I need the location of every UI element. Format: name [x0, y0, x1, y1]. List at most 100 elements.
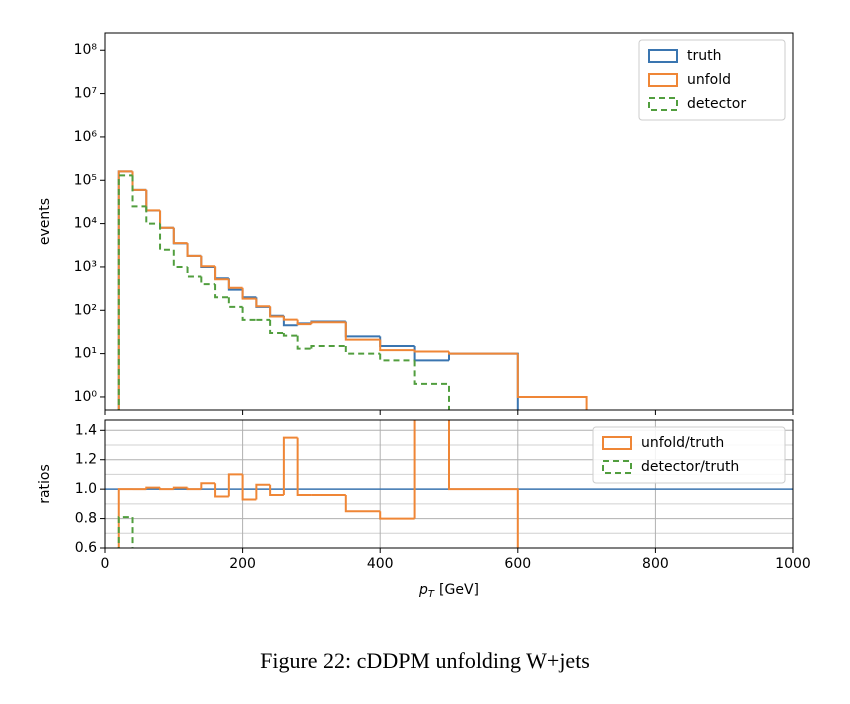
y-tick-label: 10⁷: [74, 86, 97, 102]
histogram-step: [344, 321, 381, 338]
histogram-step: [413, 345, 449, 362]
histogram-step: [159, 487, 174, 491]
histogram-step: [131, 175, 147, 208]
x-tick-label: 600: [504, 556, 531, 572]
legend-label: unfold/truth: [641, 435, 724, 451]
histogram-step: [256, 563, 270, 592]
legend-swatch: [602, 436, 632, 450]
histogram-step: [186, 266, 202, 278]
y-tick-label: 0.8: [75, 511, 97, 527]
histogram-step: [117, 170, 133, 410]
histogram-step: [413, 420, 416, 519]
y-tick-label: 10²: [74, 302, 97, 318]
x-tick-label: 0: [101, 556, 110, 572]
legend-box: [638, 39, 786, 121]
y-tick-label: 10⁶: [74, 129, 98, 145]
legend-label: truth: [687, 48, 721, 64]
legend-swatch: [602, 460, 632, 474]
histogram-step: [131, 171, 147, 191]
x-label-symbol: p: [418, 582, 428, 598]
histogram-step: [310, 321, 346, 325]
histogram-step: [241, 289, 257, 299]
x-tick-label: 400: [367, 556, 394, 572]
histogram-step: [413, 360, 450, 410]
histogram-step: [117, 170, 133, 410]
legend-swatch: [648, 49, 678, 63]
histogram-step: [344, 345, 381, 355]
histogram-step: [117, 516, 133, 548]
histogram-step: [516, 353, 588, 410]
histogram-step: [214, 483, 229, 498]
histogram-step: [346, 577, 380, 596]
axes-frame: [104, 32, 794, 411]
y-tick-label: 10⁸: [74, 42, 98, 58]
y-tick-label: 10³: [74, 259, 97, 275]
histogram-step: [200, 255, 216, 268]
y-tick-label: 1.2: [75, 452, 97, 468]
histogram-step: [174, 591, 188, 594]
histogram-step: [298, 551, 312, 598]
histogram-step: [241, 474, 257, 501]
histogram-step: [229, 577, 243, 583]
y-tick-label: 1.0: [75, 481, 97, 497]
histogram-step: [146, 563, 160, 575]
histogram-step: [172, 227, 188, 245]
histogram-step: [241, 306, 257, 321]
histogram-step: [269, 319, 284, 334]
histogram-step: [227, 297, 243, 308]
x-tick-label: 1000: [775, 556, 811, 572]
histogram-step: [448, 351, 518, 355]
histogram-step: [227, 279, 243, 289]
histogram-step: [448, 420, 519, 548]
histogram-step: [241, 287, 257, 300]
histogram-step: [311, 597, 345, 598]
histogram-step: [282, 332, 298, 337]
histogram-step: [214, 266, 229, 281]
histogram-step: [379, 339, 415, 352]
histogram-step: [215, 577, 229, 583]
x-label-subscript: T: [428, 589, 435, 600]
legend-label: unfold: [687, 72, 731, 88]
histogram-step: [448, 352, 519, 410]
y-tick-label: 10¹: [74, 346, 97, 362]
y-tick-label: 10⁰: [74, 389, 98, 405]
histogram-step: [186, 243, 202, 257]
histogram-step: [296, 437, 312, 497]
y-axis-label: ratios: [37, 464, 53, 504]
histogram-step: [282, 316, 298, 321]
y-tick-label: 1.4: [75, 422, 97, 438]
histogram-step: [214, 284, 229, 299]
histogram-step: [379, 336, 415, 347]
axes-frame: [104, 419, 794, 549]
histogram-step: [214, 266, 229, 280]
histogram-step: [379, 353, 415, 362]
histogram-step: [159, 210, 174, 229]
histogram-step: [186, 487, 202, 491]
histogram-step: [296, 335, 312, 350]
histogram-step: [344, 322, 381, 341]
legend-swatch: [648, 97, 678, 111]
series-group: [117, 170, 588, 410]
histogram-step: [159, 210, 174, 229]
y-tick-label: 10⁵: [74, 172, 97, 188]
histogram-step: [269, 306, 284, 318]
histogram-step: [145, 189, 161, 212]
histogram-step: [145, 486, 161, 490]
histogram-step: [269, 306, 284, 317]
histogram-step: [172, 249, 188, 268]
histogram-step: [310, 344, 346, 349]
x-axis-label: pT [GeV]: [418, 582, 479, 600]
y-tick-label: 0.6: [75, 540, 97, 556]
histogram-step: [117, 174, 133, 410]
histogram-step: [379, 511, 415, 520]
histogram-step: [131, 171, 147, 191]
y-tick-label: 10⁴: [74, 216, 98, 232]
histogram-step: [201, 577, 215, 587]
legend-label: detector: [687, 96, 746, 112]
histogram-step: [145, 189, 161, 212]
legend-swatch: [648, 73, 678, 87]
histogram-step: [255, 483, 271, 500]
x-label-unit: [GeV]: [439, 582, 479, 598]
histogram-step: [413, 350, 449, 353]
